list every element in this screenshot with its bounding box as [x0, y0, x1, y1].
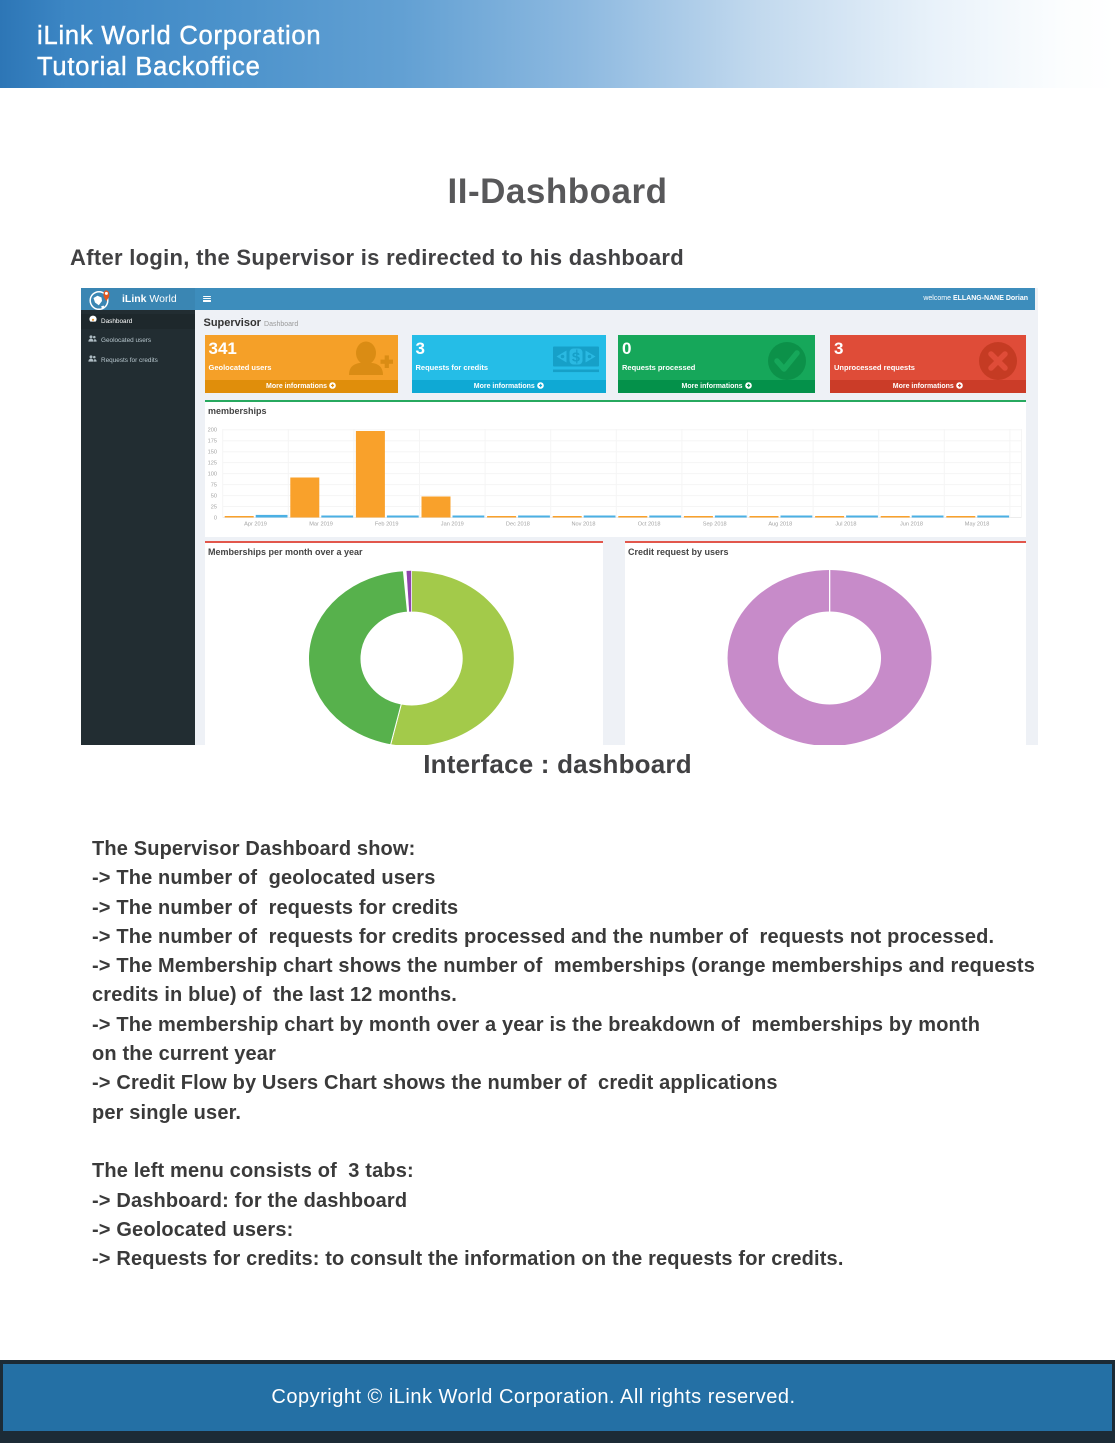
svg-text:200: 200 — [207, 428, 216, 434]
svg-text:Feb 2019: Feb 2019 — [374, 522, 398, 528]
svg-text:150: 150 — [207, 450, 216, 456]
svg-text:Jul 2018: Jul 2018 — [835, 522, 856, 528]
svg-text:Aug 2018: Aug 2018 — [768, 522, 792, 528]
svg-text:Apr 2019: Apr 2019 — [244, 522, 267, 528]
svg-text:Oct 2018: Oct 2018 — [637, 522, 660, 528]
svg-text:Mar 2019: Mar 2019 — [309, 522, 333, 528]
svg-text:S: S — [572, 350, 581, 365]
svg-text:50: 50 — [210, 494, 216, 500]
svg-text:Jan 2019: Jan 2019 — [440, 522, 463, 528]
svg-text:Sep 2018: Sep 2018 — [702, 522, 726, 528]
svg-text:May 2018: May 2018 — [964, 522, 989, 528]
svg-text:75: 75 — [210, 483, 216, 489]
svg-text:125: 125 — [207, 461, 216, 467]
svg-text:Dec 2018: Dec 2018 — [505, 522, 529, 528]
svg-text:Jun 2018: Jun 2018 — [899, 522, 922, 528]
svg-text:175: 175 — [207, 439, 216, 445]
svg-text:25: 25 — [210, 505, 216, 511]
svg-text:100: 100 — [207, 472, 216, 478]
svg-text:0: 0 — [213, 516, 216, 522]
svg-text:Nov 2018: Nov 2018 — [571, 522, 595, 528]
